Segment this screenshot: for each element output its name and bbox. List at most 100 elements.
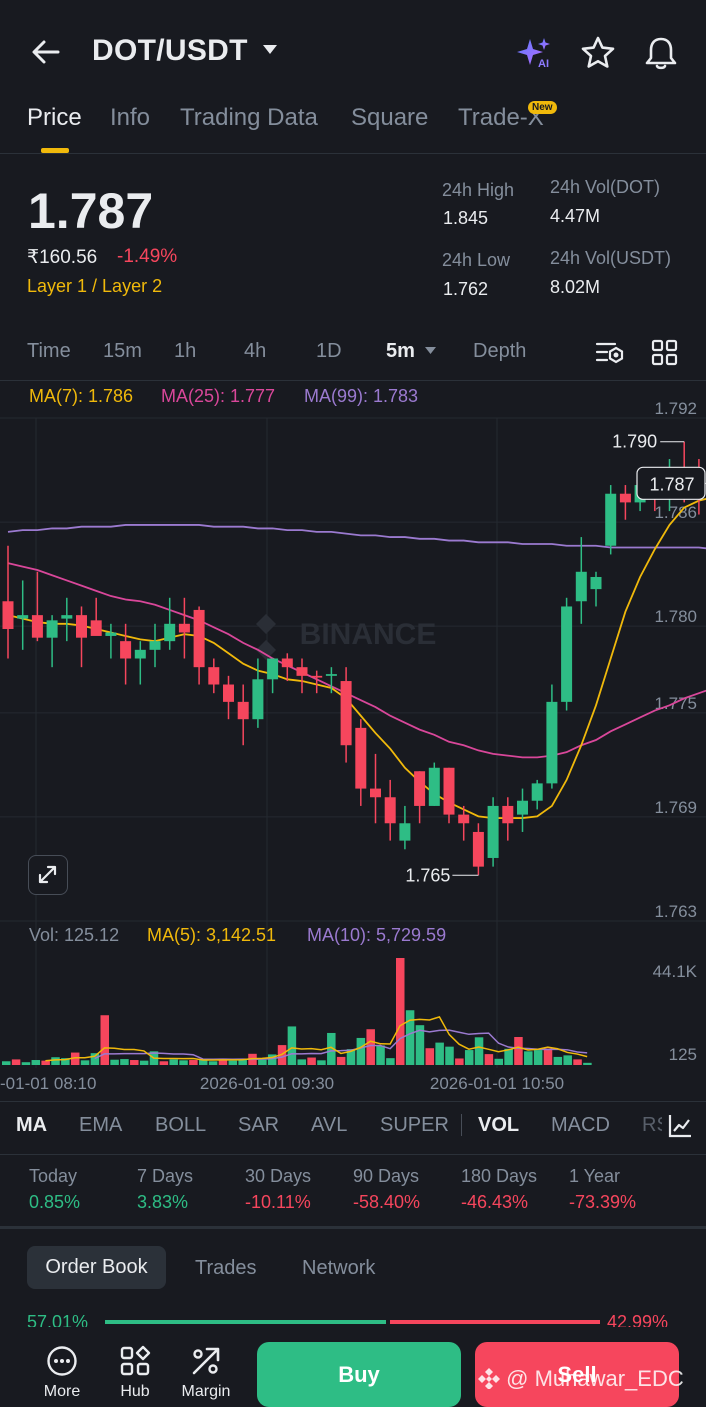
- pair-selector[interactable]: DOT/USDT: [92, 34, 248, 67]
- timeframe-time[interactable]: Time: [27, 340, 71, 362]
- x-axis-tick-label: 2026-01-01 10:50: [430, 1074, 564, 1093]
- fullscreen-button[interactable]: [28, 855, 68, 895]
- volume-bar: [179, 1060, 188, 1065]
- timeframe-5m[interactable]: 5m: [386, 340, 415, 362]
- volume-bar: [258, 1059, 267, 1065]
- indicator-sar[interactable]: SAR: [238, 1114, 280, 1136]
- volume-ma10-line: [94, 1029, 588, 1061]
- volume-bar: [267, 1054, 277, 1065]
- tab-info[interactable]: Info: [110, 104, 151, 131]
- candle: [414, 771, 426, 806]
- buy-button[interactable]: Buy: [257, 1342, 461, 1407]
- y-axis-tick-label: 1.763: [654, 902, 697, 921]
- volume-bar: [504, 1048, 513, 1065]
- perf-value: -73.39%: [569, 1192, 637, 1212]
- volume-bar: [415, 1025, 425, 1065]
- hub-button[interactable]: Hub: [100, 1345, 170, 1401]
- vol-ma10-legend: MA(10): 5,729.59: [307, 925, 447, 945]
- binance-watermark-icon: [256, 614, 276, 660]
- vol-legend: Vol: 125.12: [29, 925, 120, 945]
- current-price-label: 1.787: [649, 474, 694, 494]
- tab-square[interactable]: Square: [351, 104, 429, 131]
- volume-bar: [356, 1037, 366, 1065]
- perf-label: 90 Days: [353, 1166, 420, 1186]
- category-tag[interactable]: Layer 1 / Layer 2: [27, 276, 163, 296]
- candle: [267, 658, 279, 680]
- indicator-settings-icon[interactable]: [667, 1113, 693, 1139]
- indicator-avl[interactable]: AVL: [311, 1114, 348, 1136]
- candle: [178, 623, 190, 633]
- candle: [46, 620, 58, 638]
- candle: [561, 606, 573, 702]
- tab-trades[interactable]: Trades: [195, 1257, 257, 1279]
- timeframe-15m[interactable]: 15m: [103, 340, 142, 362]
- divider: [0, 1154, 706, 1155]
- perf-value: 0.85%: [29, 1192, 81, 1212]
- volume-bar: [11, 1059, 21, 1065]
- candle: [223, 684, 234, 702]
- star-icon[interactable]: [580, 35, 616, 71]
- indicator-ma[interactable]: MA: [16, 1114, 48, 1136]
- volume-bar: [573, 1059, 582, 1065]
- candle: [149, 641, 161, 650]
- x-axis-tick-label: -01-01 08:10: [0, 1074, 96, 1093]
- candle: [546, 701, 558, 784]
- timeframe-4h[interactable]: 4h: [244, 340, 267, 362]
- candle: [472, 831, 484, 867]
- vol-quote-label: 24h Vol(USDT): [550, 248, 672, 268]
- back-arrow-icon[interactable]: [28, 34, 64, 70]
- indicator-macd[interactable]: MACD: [551, 1114, 610, 1136]
- caret-down-icon[interactable]: [262, 44, 278, 56]
- indicator-ema[interactable]: EMA: [79, 1114, 123, 1136]
- tab-order-book[interactable]: Order Book: [27, 1246, 166, 1289]
- volume-bar: [130, 1060, 139, 1065]
- indicator-boll[interactable]: BOLL: [155, 1114, 207, 1136]
- tab-price[interactable]: Price: [27, 104, 82, 131]
- caret-down-icon[interactable]: [424, 346, 437, 355]
- ma99-legend: MA(99): 1.783: [304, 386, 419, 406]
- low-label: 24h Low: [442, 250, 511, 270]
- volume-bar: [90, 1053, 100, 1065]
- candle: [428, 767, 440, 806]
- chart-settings-icon[interactable]: [595, 339, 625, 367]
- price-chart[interactable]: 1.7921.7861.7801.7751.7691.763BINANCE1.7…: [0, 380, 706, 1100]
- watermark-text: @ Muhawar_EDC: [506, 1366, 684, 1391]
- volume-bar: [405, 1010, 415, 1065]
- volume-bar: [100, 1015, 109, 1065]
- margin-button[interactable]: Margin: [171, 1345, 241, 1401]
- volume-bar: [474, 1037, 484, 1065]
- bell-icon[interactable]: [642, 34, 680, 72]
- perf-label: 30 Days: [245, 1166, 312, 1186]
- volume-bar: [376, 1045, 385, 1065]
- ma25-legend: MA(25): 1.777: [161, 386, 276, 406]
- volume-bar: [41, 1060, 50, 1065]
- indicator-super[interactable]: SUPER: [380, 1114, 449, 1136]
- indicator-vol[interactable]: VOL: [478, 1114, 520, 1136]
- timeframe-1h[interactable]: 1h: [174, 340, 197, 362]
- user-watermark: @ Muhawar_EDC: [478, 1366, 684, 1392]
- volume-bar: [425, 1048, 435, 1065]
- ma99-line: [7, 524, 706, 550]
- timeframe-depth[interactable]: Depth: [473, 340, 527, 362]
- volume-bar: [346, 1049, 356, 1065]
- y-axis-tick-label: 1.786: [654, 503, 697, 522]
- more-button[interactable]: More: [27, 1345, 97, 1401]
- volume-bar: [366, 1029, 375, 1065]
- tab-network[interactable]: Network: [302, 1257, 376, 1279]
- divider: [0, 1101, 706, 1102]
- current-price-tag: [636, 466, 706, 500]
- tab-trading-data[interactable]: Trading Data: [180, 104, 318, 131]
- timeframe-1d[interactable]: 1D: [316, 340, 342, 362]
- volume-bar: [80, 1060, 90, 1065]
- indicator-rsi[interactable]: RSI: [642, 1114, 662, 1136]
- sell-button[interactable]: Sell: [475, 1342, 679, 1407]
- vol-base-value: 4.47M: [550, 206, 601, 226]
- ai-sparkle-icon[interactable]: AI: [516, 36, 554, 70]
- perf-label: 7 Days: [137, 1166, 194, 1186]
- layout-grid-icon[interactable]: [651, 339, 678, 366]
- candle: [325, 674, 337, 676]
- candle: [164, 623, 176, 642]
- candle: [487, 805, 499, 858]
- low-marker-label: 1.765: [405, 865, 450, 885]
- indicator-rsi-clip: RSI: [640, 1114, 662, 1140]
